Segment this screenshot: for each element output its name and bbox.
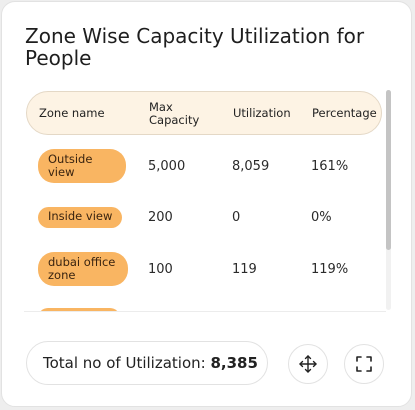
zone-badge: Outside view (38, 149, 126, 183)
zone-badge (38, 308, 120, 311)
move-button[interactable] (288, 344, 328, 384)
zone-badge: Inside view (38, 207, 123, 228)
table-row: dubai office zone 100 119 119% (24, 247, 384, 291)
widget-title: Zone Wise Capacity Utilization for Peopl… (25, 24, 365, 70)
utilization-cell: 8,059 (232, 159, 270, 174)
utilization-cell: 119 (232, 262, 257, 277)
table-row: Outside view 5,000 8,059 161% (24, 145, 384, 189)
divider (24, 311, 386, 312)
total-utilization: Total no of Utilization: 8,385 (26, 341, 268, 385)
zone-badge: dubai office zone (38, 252, 128, 286)
table-scrollbar[interactable] (386, 90, 391, 310)
utilization-cell: 0 (232, 210, 241, 225)
max-capacity-cell: 100 (148, 262, 173, 277)
header-utilization: Utilization (233, 106, 291, 120)
max-capacity-cell: 200 (148, 210, 173, 225)
move-arrows-icon (299, 355, 317, 373)
table-row (24, 303, 384, 311)
header-percentage: Percentage (312, 106, 377, 120)
fullscreen-icon (356, 356, 372, 372)
header-zone-name: Zone name (39, 106, 105, 120)
fullscreen-button[interactable] (344, 344, 384, 384)
total-value: 8,385 (210, 354, 258, 372)
total-label: Total no of Utilization: (43, 354, 206, 372)
table-header: Zone name Max Capacity Utilization Perce… (26, 91, 382, 135)
max-capacity-cell: 5,000 (148, 159, 186, 174)
percentage-cell: 161% (311, 159, 349, 174)
zone-table[interactable]: Zone name Max Capacity Utilization Perce… (24, 89, 386, 311)
header-max-capacity: Max Capacity (149, 100, 200, 127)
percentage-cell: 119% (311, 262, 349, 277)
percentage-cell: 0% (311, 210, 332, 225)
table-row: Inside view 200 0 0% (24, 195, 384, 239)
scroll-thumb[interactable] (386, 90, 391, 250)
